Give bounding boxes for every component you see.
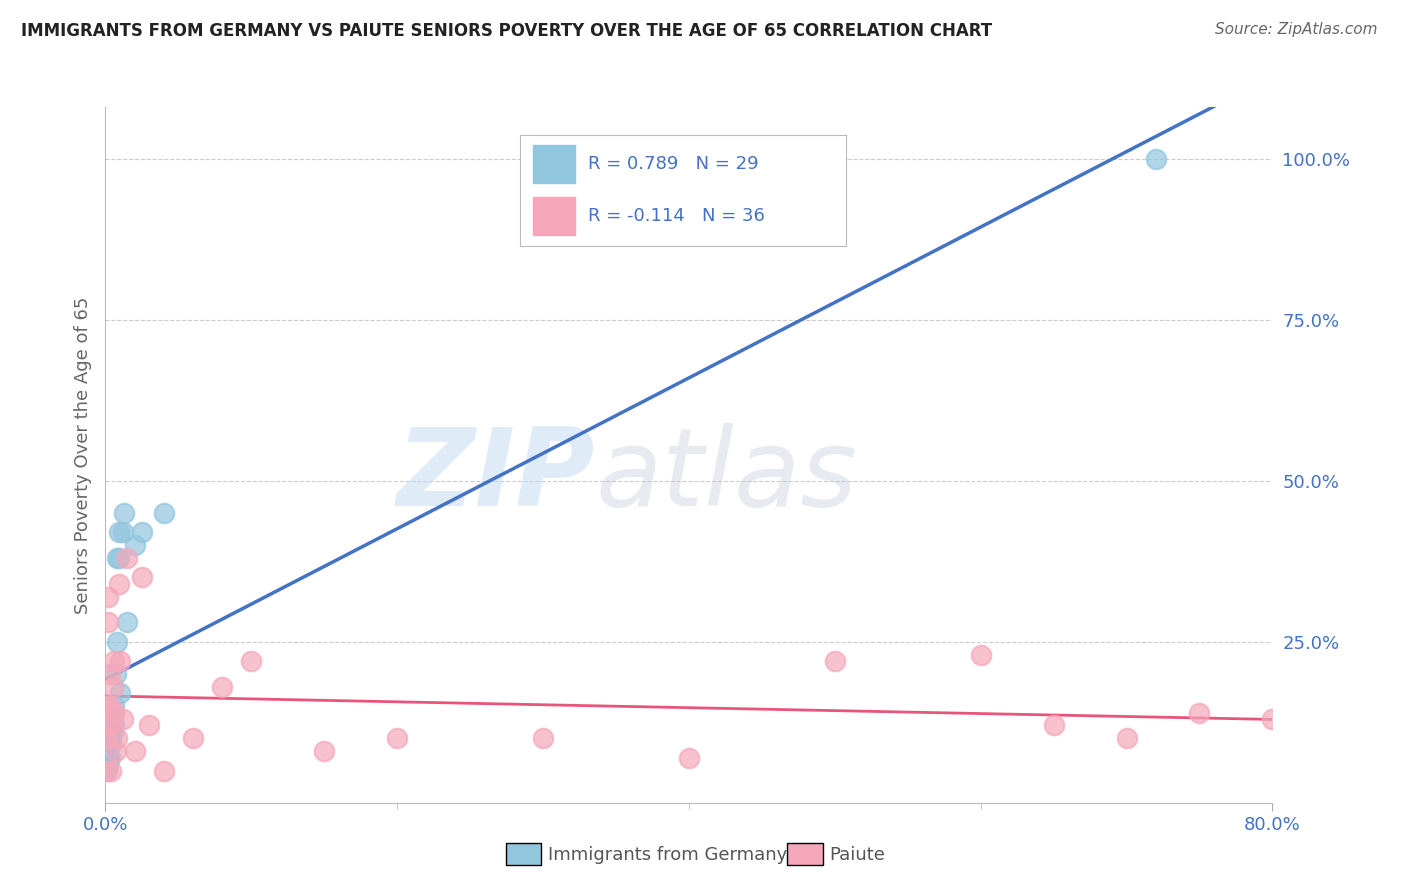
- Point: [101, 725, 124, 739]
- Point: [101, 712, 124, 726]
- Point: [112, 506, 135, 520]
- Point: [98, 699, 121, 714]
- Point: [105, 634, 128, 648]
- Point: [1188, 706, 1211, 720]
- Point: [98, 750, 121, 764]
- Y-axis label: Seniors Poverty Over the Age of 65: Seniors Poverty Over the Age of 65: [73, 296, 91, 614]
- Point: [678, 750, 700, 764]
- Point: [131, 570, 153, 584]
- Point: [138, 718, 160, 732]
- Point: [105, 551, 128, 566]
- Point: [103, 654, 125, 668]
- Point: [107, 551, 129, 566]
- Point: [969, 648, 991, 662]
- Text: Paiute: Paiute: [830, 846, 886, 863]
- Point: [100, 731, 122, 746]
- Point: [96, 764, 118, 778]
- Point: [104, 667, 127, 681]
- Point: [103, 699, 125, 714]
- Point: [111, 525, 134, 540]
- Point: [211, 680, 233, 694]
- Point: [1261, 712, 1284, 726]
- Point: [101, 680, 124, 694]
- Point: [96, 757, 118, 772]
- Point: [108, 686, 131, 700]
- Point: [97, 744, 120, 758]
- Text: Source: ZipAtlas.com: Source: ZipAtlas.com: [1215, 22, 1378, 37]
- Point: [97, 750, 120, 764]
- Point: [1115, 731, 1137, 746]
- Point: [152, 764, 174, 778]
- Point: [124, 538, 146, 552]
- Text: IMMIGRANTS FROM GERMANY VS PAIUTE SENIORS POVERTY OVER THE AGE OF 65 CORRELATION: IMMIGRANTS FROM GERMANY VS PAIUTE SENIOR…: [21, 22, 993, 40]
- Point: [824, 654, 846, 668]
- Point: [124, 744, 146, 758]
- Point: [385, 731, 408, 746]
- Point: [117, 551, 139, 566]
- Point: [100, 764, 122, 778]
- Point: [104, 744, 127, 758]
- Point: [152, 506, 174, 520]
- Point: [314, 744, 336, 758]
- Point: [103, 718, 125, 732]
- Text: atlas: atlas: [596, 424, 858, 528]
- Point: [97, 590, 120, 604]
- Point: [105, 731, 128, 746]
- Point: [117, 615, 139, 630]
- Point: [108, 654, 131, 668]
- Point: [240, 654, 263, 668]
- Point: [100, 718, 122, 732]
- Point: [1042, 718, 1064, 732]
- Point: [131, 525, 153, 540]
- Point: [98, 738, 121, 752]
- Point: [107, 525, 129, 540]
- Point: [97, 754, 120, 768]
- Point: [96, 760, 118, 774]
- Point: [97, 615, 120, 630]
- Text: ZIP: ZIP: [398, 423, 596, 529]
- Text: Immigrants from Germany: Immigrants from Germany: [548, 846, 787, 863]
- Point: [98, 731, 121, 746]
- Point: [98, 667, 121, 681]
- Point: [181, 731, 204, 746]
- Point: [103, 706, 125, 720]
- Point: [100, 718, 122, 732]
- Point: [96, 764, 118, 778]
- Point: [1144, 152, 1167, 166]
- Point: [107, 576, 129, 591]
- Point: [97, 754, 120, 768]
- Point: [531, 731, 554, 746]
- Point: [97, 718, 120, 732]
- Point: [96, 731, 118, 746]
- Point: [96, 699, 118, 714]
- Point: [111, 712, 134, 726]
